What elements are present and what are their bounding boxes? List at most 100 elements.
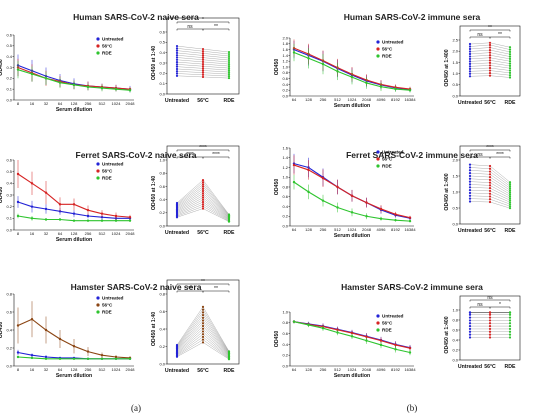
- data-point: [128, 357, 132, 360]
- sample-point: [201, 73, 205, 76]
- sample-point: [201, 54, 205, 57]
- y-tick-label: 0.0: [6, 363, 12, 368]
- significance-label: ns: [477, 302, 483, 308]
- sample-point: [508, 201, 512, 204]
- x-tick-label: 1024: [112, 367, 122, 372]
- chart-title: Human SARS-CoV-2 immune sera: [344, 12, 481, 22]
- data-point: [365, 201, 368, 204]
- y-tick-label: 0.8: [159, 291, 165, 296]
- legend-marker: [376, 157, 380, 161]
- data-point: [16, 200, 20, 204]
- data-point: [128, 219, 132, 222]
- panel-1: Human SARS-CoV-2 naive sera 0.0 0.1 0.2 0.3 0…: [0, 12, 240, 113]
- sample-point: [468, 319, 472, 322]
- sample-point: [227, 66, 231, 70]
- y-tick-label: 0.2: [159, 210, 165, 215]
- significance-label: **: [188, 286, 192, 292]
- y-tick-label: 0.3: [159, 60, 165, 65]
- sample-point: [201, 178, 205, 182]
- significance-label: ns: [487, 295, 493, 301]
- significance-label: ****: [496, 152, 504, 158]
- sample-point: [488, 333, 492, 336]
- y-tick-label: 1.0: [159, 157, 165, 162]
- y-tick-label: 0.4: [6, 327, 12, 332]
- data-point: [350, 335, 354, 338]
- data-point: [394, 218, 397, 222]
- x-tick-label: 512: [99, 101, 106, 106]
- sample-point: [488, 167, 492, 170]
- sample-point: [508, 191, 512, 194]
- sample-point: [201, 65, 205, 68]
- sample-point: [488, 195, 492, 198]
- sample-point: [201, 311, 205, 314]
- y-tick-label: 1.0: [282, 309, 288, 314]
- sample-point: [175, 201, 179, 205]
- sample-point: [468, 336, 472, 339]
- sample-point: [175, 51, 179, 55]
- sample-point: [175, 49, 179, 52]
- y-tick-label: 0.6: [159, 29, 165, 34]
- sample-point: [201, 341, 205, 344]
- y-tick-label: 1.0: [282, 64, 288, 69]
- legend-label: 56°C: [102, 169, 113, 174]
- data-point: [114, 357, 118, 360]
- sample-point: [468, 177, 472, 180]
- x-tick-label: 256: [85, 231, 92, 236]
- legend-label: 56°C: [382, 321, 393, 326]
- data-point: [58, 203, 62, 206]
- x-tick-label: 512: [334, 227, 341, 232]
- data-point: [86, 208, 90, 212]
- sample-point: [508, 189, 512, 192]
- data-point: [114, 355, 118, 359]
- sample-point: [508, 195, 512, 198]
- sample-point: [468, 183, 472, 186]
- sample-point: [468, 324, 472, 328]
- y-tick-label: 0.4: [159, 50, 165, 55]
- x-tick-label: 16384: [404, 227, 416, 232]
- sample-point: [468, 333, 472, 336]
- data-point: [350, 194, 354, 197]
- sample-point: [468, 197, 472, 200]
- sample-point: [468, 57, 472, 61]
- data-point: [114, 219, 118, 222]
- sample-point: [488, 311, 492, 314]
- x-tick-label: 1024: [348, 227, 358, 232]
- sample-point: [227, 76, 231, 80]
- data-point: [16, 355, 20, 359]
- y-tick-label: 2.0: [452, 157, 458, 162]
- sample-point: [201, 335, 205, 338]
- data-point: [16, 68, 20, 71]
- sample-point: [508, 330, 512, 333]
- y-tick-label: 0.1: [6, 216, 12, 221]
- sample-point: [201, 58, 205, 61]
- legend-marker: [96, 296, 100, 300]
- sample-point: [508, 185, 512, 188]
- legend-label: Untreated: [382, 150, 404, 155]
- sample-point: [508, 207, 512, 210]
- data-point: [100, 212, 104, 215]
- x-axis-label: Serum dilution: [56, 237, 92, 243]
- legend-label: RDE: [102, 51, 112, 56]
- sample-point: [508, 193, 512, 196]
- x-axis-label: Serum dilution: [334, 233, 370, 239]
- sample-point: [508, 64, 512, 67]
- category-label: RDE: [224, 230, 235, 236]
- sample-point: [508, 316, 512, 319]
- data-point: [128, 89, 132, 92]
- sample-point: [227, 68, 231, 72]
- significance-label: ns: [187, 24, 193, 30]
- y-tick-label: 0.3: [6, 192, 12, 197]
- y-tick-label: 0.6: [159, 309, 165, 314]
- sample-point: [508, 199, 512, 202]
- data-point: [292, 51, 296, 54]
- y-axis-label: OD450 at 1:400: [444, 316, 450, 353]
- x-tick-label: 64: [58, 101, 63, 106]
- sample-point: [488, 74, 492, 77]
- x-tick-label: 16: [30, 367, 35, 372]
- legend-label: RDE: [382, 164, 392, 169]
- x-tick-label: 2048: [362, 97, 372, 102]
- sample-point: [227, 58, 231, 62]
- data-point: [336, 70, 339, 73]
- sample-point: [468, 186, 472, 189]
- significance-label: **: [498, 32, 502, 38]
